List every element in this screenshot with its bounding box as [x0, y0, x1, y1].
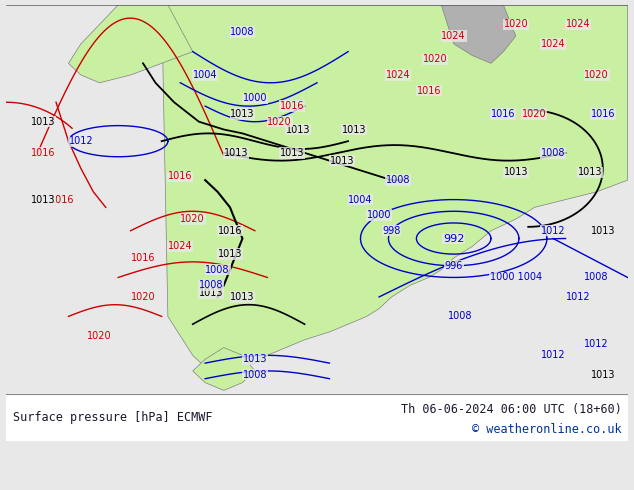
Text: © weatheronline.co.uk: © weatheronline.co.uk: [472, 423, 621, 436]
Text: 992: 992: [443, 234, 464, 244]
Text: 1012: 1012: [541, 350, 566, 360]
Text: 1024: 1024: [566, 20, 590, 29]
Text: 1020: 1020: [268, 117, 292, 127]
Text: 1008: 1008: [541, 148, 566, 158]
Text: 1013: 1013: [590, 370, 615, 380]
Text: 1024: 1024: [168, 241, 193, 251]
Text: 1012: 1012: [566, 292, 590, 302]
Text: 1020: 1020: [181, 214, 205, 224]
Text: 1016: 1016: [50, 195, 74, 205]
Text: 1020: 1020: [585, 70, 609, 80]
Text: 1024: 1024: [385, 70, 410, 80]
Text: 1013: 1013: [286, 124, 311, 134]
Text: 1016: 1016: [31, 148, 56, 158]
Text: 1008: 1008: [448, 312, 472, 321]
Text: 1020: 1020: [87, 331, 112, 341]
Text: 1012: 1012: [541, 226, 566, 236]
Bar: [6, 394, 628, 441]
Text: 1012: 1012: [585, 339, 609, 349]
Text: 1024: 1024: [541, 39, 566, 49]
Polygon shape: [68, 5, 193, 83]
Text: 1013: 1013: [31, 117, 56, 127]
Text: 1016: 1016: [491, 109, 515, 119]
Bar: [6, 5, 628, 394]
Text: 1024: 1024: [441, 31, 466, 41]
Polygon shape: [441, 5, 516, 63]
Text: Surface pressure [hPa] ECMWF: Surface pressure [hPa] ECMWF: [13, 411, 212, 424]
Text: 1013: 1013: [224, 148, 249, 158]
Text: 1013: 1013: [503, 167, 528, 177]
Text: 1020: 1020: [131, 292, 155, 302]
Text: 1013: 1013: [280, 148, 304, 158]
Text: 1013: 1013: [217, 249, 242, 259]
Text: 1013: 1013: [342, 124, 366, 134]
Text: Th 06-06-2024 06:00 UTC (18+60): Th 06-06-2024 06:00 UTC (18+60): [401, 403, 621, 416]
Text: 1016: 1016: [417, 86, 441, 96]
Text: 1016: 1016: [280, 101, 304, 111]
Text: 1008: 1008: [230, 27, 255, 37]
Text: 1013: 1013: [230, 109, 255, 119]
Text: 1008: 1008: [205, 265, 230, 275]
Text: 1013: 1013: [330, 156, 354, 166]
Text: 998: 998: [382, 226, 401, 236]
Text: 996: 996: [444, 261, 463, 271]
Text: 1016: 1016: [217, 226, 242, 236]
Text: 1020: 1020: [503, 20, 528, 29]
Text: 1000: 1000: [367, 210, 391, 220]
Text: 1013: 1013: [590, 226, 615, 236]
Text: 1008: 1008: [585, 272, 609, 282]
Text: 1000: 1000: [243, 94, 267, 103]
Text: 1016: 1016: [168, 171, 193, 181]
Text: 1013: 1013: [199, 288, 224, 298]
Text: 1012: 1012: [68, 136, 93, 146]
Text: 1016: 1016: [131, 253, 155, 263]
Text: 1013: 1013: [230, 292, 255, 302]
Polygon shape: [193, 347, 255, 391]
Text: 1004: 1004: [193, 70, 217, 80]
Text: 1013: 1013: [243, 354, 267, 364]
Text: 1020: 1020: [522, 109, 547, 119]
Polygon shape: [162, 5, 628, 371]
Text: 1008: 1008: [243, 370, 267, 380]
Text: 1020: 1020: [423, 54, 448, 64]
Text: 1013: 1013: [578, 167, 603, 177]
Text: 1000 1004: 1000 1004: [489, 272, 542, 282]
Text: 1004: 1004: [348, 195, 373, 205]
Text: 1008: 1008: [199, 280, 224, 290]
Text: 1008: 1008: [385, 175, 410, 185]
Text: 1016: 1016: [590, 109, 615, 119]
Text: 1013: 1013: [31, 195, 56, 205]
